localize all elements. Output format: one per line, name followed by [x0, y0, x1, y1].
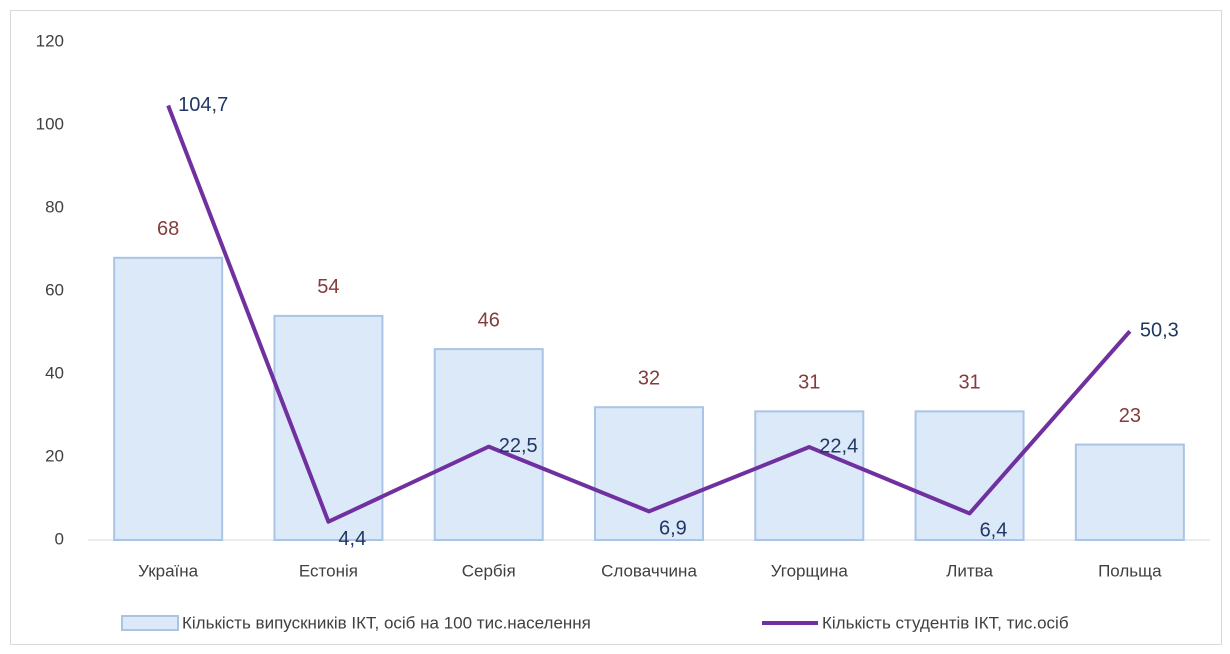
bar-value-label: 54 — [317, 276, 339, 298]
line-value-label: 104,7 — [178, 94, 228, 116]
bar-value-label: 31 — [958, 372, 980, 394]
y-tick-label: 80 — [45, 197, 64, 216]
bar — [594, 406, 704, 542]
line-value-label: 4,4 — [338, 528, 366, 550]
bar-value-label: 23 — [1119, 405, 1141, 427]
bar-value-label: 46 — [478, 309, 500, 331]
line — [166, 104, 1132, 524]
x-tick-label: Естонія — [299, 561, 358, 580]
x-tick-label: Литва — [946, 561, 993, 580]
line-value-label: 50,3 — [1140, 320, 1179, 342]
bar — [1074, 443, 1185, 541]
legend-label: Кількість студентів ІКТ, тис.осіб — [822, 613, 1069, 632]
bar-value-label: 32 — [638, 367, 660, 389]
bar — [113, 256, 224, 541]
legend-swatch — [121, 615, 179, 631]
legend-label: Кількість випускників ІКТ, осіб на 100 т… — [182, 613, 591, 632]
bar-value-label: 68 — [157, 218, 179, 240]
bar — [433, 348, 544, 541]
bar-value-label: 31 — [798, 372, 820, 394]
x-tick-label: Словаччина — [601, 561, 697, 580]
y-tick-label: 120 — [36, 31, 64, 50]
line-value-label: 22,4 — [819, 435, 858, 457]
line-value-label: 6,9 — [659, 518, 687, 540]
x-tick-label: Україна — [138, 561, 198, 580]
bar — [754, 410, 865, 541]
line-value-label: 6,4 — [980, 520, 1008, 542]
y-tick-label: 60 — [45, 280, 64, 299]
y-tick-label: 20 — [45, 446, 64, 465]
x-tick-label: Угорщина — [771, 561, 849, 580]
x-tick-label: Сербія — [462, 561, 516, 580]
line-value-label: 22,5 — [499, 435, 538, 457]
y-tick-label: 0 — [55, 529, 64, 548]
y-tick-label: 100 — [36, 114, 64, 133]
x-tick-label: Польща — [1098, 561, 1162, 580]
y-tick-label: 40 — [45, 363, 64, 382]
bar — [914, 410, 1025, 541]
